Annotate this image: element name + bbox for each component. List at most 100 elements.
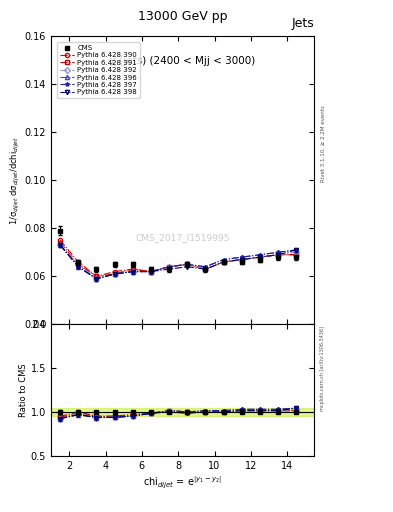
Pythia 6.428 392 bbox=[130, 268, 135, 274]
Bar bbox=[51, 408, 314, 416]
Pythia 6.428 391 bbox=[94, 273, 99, 280]
Pythia 6.428 398 bbox=[58, 242, 62, 248]
Line: Pythia 6.428 398: Pythia 6.428 398 bbox=[58, 243, 298, 281]
Pythia 6.428 390 bbox=[239, 257, 244, 263]
Pythia 6.428 397 bbox=[94, 275, 99, 282]
Line: Pythia 6.428 396: Pythia 6.428 396 bbox=[58, 243, 298, 281]
Pythia 6.428 398 bbox=[203, 266, 208, 272]
Pythia 6.428 398 bbox=[167, 266, 171, 272]
Pythia 6.428 392 bbox=[76, 261, 81, 267]
Pythia 6.428 396 bbox=[276, 249, 281, 255]
Pythia 6.428 390 bbox=[130, 266, 135, 272]
Line: Pythia 6.428 391: Pythia 6.428 391 bbox=[58, 241, 298, 279]
Pythia 6.428 396 bbox=[112, 271, 117, 277]
Pythia 6.428 392 bbox=[149, 268, 153, 274]
Text: Jets: Jets bbox=[292, 17, 314, 30]
Pythia 6.428 398 bbox=[112, 271, 117, 277]
Pythia 6.428 392 bbox=[239, 257, 244, 263]
Pythia 6.428 390 bbox=[294, 252, 299, 258]
Pythia 6.428 396 bbox=[130, 268, 135, 274]
Pythia 6.428 391 bbox=[130, 266, 135, 272]
Pythia 6.428 391 bbox=[149, 268, 153, 274]
Pythia 6.428 390 bbox=[185, 261, 190, 267]
Pythia 6.428 396 bbox=[149, 268, 153, 274]
Y-axis label: 1/σ$_{dijet}$ dσ$_{dijet}$/dchi$_{dijet}$: 1/σ$_{dijet}$ dσ$_{dijet}$/dchi$_{dijet}… bbox=[9, 136, 22, 225]
Pythia 6.428 391 bbox=[239, 257, 244, 263]
Pythia 6.428 397 bbox=[276, 249, 281, 255]
Pythia 6.428 398 bbox=[94, 275, 99, 282]
Pythia 6.428 390 bbox=[94, 273, 99, 280]
Legend: CMS, Pythia 6.428 390, Pythia 6.428 391, Pythia 6.428 392, Pythia 6.428 396, Pyt: CMS, Pythia 6.428 390, Pythia 6.428 391,… bbox=[57, 42, 140, 98]
Pythia 6.428 391 bbox=[294, 252, 299, 258]
Text: Rivet 3.1.10, ≥ 2.2M events: Rivet 3.1.10, ≥ 2.2M events bbox=[320, 105, 325, 182]
Pythia 6.428 398 bbox=[257, 254, 262, 260]
Pythia 6.428 391 bbox=[76, 261, 81, 267]
Pythia 6.428 390 bbox=[257, 254, 262, 260]
Pythia 6.428 391 bbox=[112, 271, 117, 277]
Pythia 6.428 392 bbox=[257, 254, 262, 260]
Pythia 6.428 391 bbox=[203, 266, 208, 272]
Pythia 6.428 391 bbox=[58, 240, 62, 246]
Pythia 6.428 398 bbox=[76, 264, 81, 270]
Text: 13000 GeV pp: 13000 GeV pp bbox=[138, 10, 228, 23]
Line: Pythia 6.428 390: Pythia 6.428 390 bbox=[58, 238, 298, 279]
Pythia 6.428 390 bbox=[276, 252, 281, 258]
Pythia 6.428 390 bbox=[221, 259, 226, 265]
Pythia 6.428 398 bbox=[239, 257, 244, 263]
Pythia 6.428 396 bbox=[58, 242, 62, 248]
Pythia 6.428 392 bbox=[167, 264, 171, 270]
Pythia 6.428 390 bbox=[76, 259, 81, 265]
Pythia 6.428 391 bbox=[185, 261, 190, 267]
Pythia 6.428 398 bbox=[294, 247, 299, 253]
Text: CMS_2017_I1519995: CMS_2017_I1519995 bbox=[136, 233, 230, 242]
Pythia 6.428 397 bbox=[149, 268, 153, 274]
Pythia 6.428 398 bbox=[221, 259, 226, 265]
Pythia 6.428 396 bbox=[203, 264, 208, 270]
Pythia 6.428 397 bbox=[257, 252, 262, 258]
X-axis label: chi$_{dijet}$ = e$^{|y_{1} - y_{2}|}$: chi$_{dijet}$ = e$^{|y_{1} - y_{2}|}$ bbox=[143, 475, 222, 491]
Pythia 6.428 397 bbox=[130, 268, 135, 274]
Pythia 6.428 397 bbox=[221, 257, 226, 263]
Pythia 6.428 396 bbox=[221, 257, 226, 263]
Pythia 6.428 396 bbox=[257, 252, 262, 258]
Pythia 6.428 398 bbox=[185, 264, 190, 270]
Pythia 6.428 398 bbox=[130, 268, 135, 274]
Text: χ (jets) (2400 < Mjj < 3000): χ (jets) (2400 < Mjj < 3000) bbox=[110, 56, 255, 66]
Pythia 6.428 392 bbox=[94, 275, 99, 282]
Pythia 6.428 397 bbox=[112, 271, 117, 277]
Pythia 6.428 391 bbox=[167, 264, 171, 270]
Pythia 6.428 397 bbox=[203, 264, 208, 270]
Pythia 6.428 396 bbox=[239, 254, 244, 260]
Text: mcplots.cern.ch [arXiv:1306.3436]: mcplots.cern.ch [arXiv:1306.3436] bbox=[320, 326, 325, 411]
Pythia 6.428 397 bbox=[185, 261, 190, 267]
Pythia 6.428 396 bbox=[76, 264, 81, 270]
Pythia 6.428 392 bbox=[58, 242, 62, 248]
Pythia 6.428 392 bbox=[221, 259, 226, 265]
Pythia 6.428 392 bbox=[294, 249, 299, 255]
Pythia 6.428 396 bbox=[294, 247, 299, 253]
Pythia 6.428 392 bbox=[185, 261, 190, 267]
Pythia 6.428 390 bbox=[167, 264, 171, 270]
Pythia 6.428 398 bbox=[149, 268, 153, 274]
Pythia 6.428 396 bbox=[167, 264, 171, 270]
Pythia 6.428 396 bbox=[185, 261, 190, 267]
Line: Pythia 6.428 397: Pythia 6.428 397 bbox=[58, 243, 298, 281]
Pythia 6.428 391 bbox=[257, 254, 262, 260]
Pythia 6.428 390 bbox=[58, 237, 62, 243]
Pythia 6.428 397 bbox=[239, 254, 244, 260]
Pythia 6.428 392 bbox=[112, 271, 117, 277]
Pythia 6.428 390 bbox=[149, 268, 153, 274]
Pythia 6.428 391 bbox=[276, 252, 281, 258]
Line: Pythia 6.428 392: Pythia 6.428 392 bbox=[58, 243, 298, 281]
Pythia 6.428 392 bbox=[203, 266, 208, 272]
Pythia 6.428 396 bbox=[94, 275, 99, 282]
Pythia 6.428 397 bbox=[76, 264, 81, 270]
Pythia 6.428 390 bbox=[203, 266, 208, 272]
Pythia 6.428 392 bbox=[276, 252, 281, 258]
Pythia 6.428 398 bbox=[276, 252, 281, 258]
Pythia 6.428 397 bbox=[294, 247, 299, 253]
Y-axis label: Ratio to CMS: Ratio to CMS bbox=[19, 364, 28, 417]
Pythia 6.428 390 bbox=[112, 268, 117, 274]
Pythia 6.428 397 bbox=[167, 264, 171, 270]
Pythia 6.428 397 bbox=[58, 242, 62, 248]
